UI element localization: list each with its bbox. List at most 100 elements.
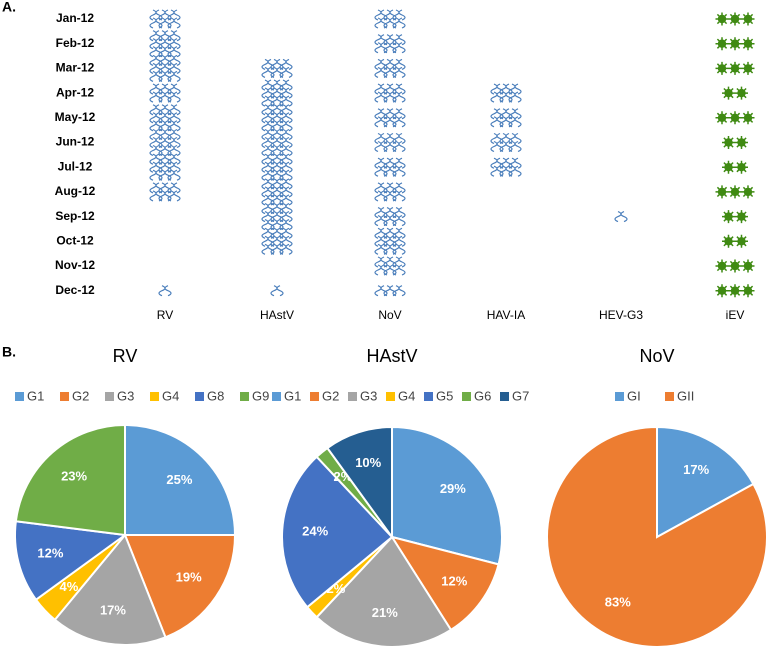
helix-icon — [374, 132, 388, 145]
series-label: iEV — [726, 308, 745, 322]
month-label: Mar-12 — [56, 61, 95, 75]
virus-icon-spikes — [728, 37, 742, 51]
legend-swatch — [462, 392, 471, 401]
virus-icon-spikes — [728, 185, 742, 199]
helix-icon — [392, 285, 406, 297]
series-label: HAstV — [260, 308, 294, 322]
helix-icon — [261, 243, 275, 255]
helix-icon — [279, 186, 293, 198]
helix-icon — [167, 62, 181, 74]
helix-icon — [383, 165, 397, 177]
virus-icon-spikes — [735, 86, 748, 100]
value-label: 24% — [302, 524, 328, 539]
helix-icon — [270, 211, 284, 223]
icon-group — [261, 153, 293, 181]
pie-slice — [14, 520, 128, 602]
helix-icon — [279, 203, 293, 215]
icon-group — [149, 30, 181, 58]
helix-icon — [490, 140, 504, 153]
virus-icon-spikes — [722, 160, 735, 174]
icon-group — [715, 61, 755, 75]
icon-group — [374, 83, 406, 103]
helix-icon — [383, 207, 397, 219]
helix-icon — [149, 91, 163, 103]
virus-icon-spikes — [728, 61, 742, 75]
helix-icon — [279, 153, 293, 165]
helix-icon — [374, 116, 388, 128]
virus-icon-spikes — [735, 210, 748, 224]
legend-swatch — [424, 392, 433, 401]
helix-icon — [261, 120, 275, 132]
helix-icon — [279, 87, 293, 99]
helix-icon — [270, 219, 284, 231]
helix-icon — [261, 104, 275, 116]
helix-icon — [383, 256, 397, 268]
helix-icon — [374, 42, 388, 54]
helix-icon — [270, 58, 284, 70]
icon-group — [261, 104, 293, 132]
helix-icon — [167, 153, 181, 165]
helix-icon — [270, 66, 284, 78]
legend-label: G1 — [284, 388, 301, 403]
virus-icon — [730, 286, 740, 295]
helix-icon — [158, 161, 172, 173]
helix-icon — [374, 256, 388, 268]
legend-swatch — [615, 392, 624, 401]
icon-group — [374, 256, 406, 276]
virus-icon-spikes — [735, 136, 748, 149]
value-label: 23% — [61, 469, 87, 484]
icon-group — [374, 58, 406, 78]
helix-icon — [392, 182, 406, 194]
helix-icon — [270, 128, 284, 141]
pie-slice — [656, 425, 755, 539]
helix-icon — [392, 264, 406, 276]
pie-slice — [546, 425, 768, 648]
helix-icon — [499, 83, 513, 95]
virus-icon — [730, 39, 740, 48]
helix-icon — [158, 182, 172, 194]
icon-group — [261, 128, 293, 157]
helix-icon — [383, 108, 397, 120]
pie-slice — [124, 423, 237, 536]
month-label: Apr-12 — [56, 85, 94, 99]
helix-icon — [158, 120, 172, 132]
helix-icon — [392, 42, 406, 54]
helix-icon — [158, 285, 172, 297]
helix-icon — [167, 112, 181, 124]
helix-icon — [261, 194, 275, 206]
helix-icon — [392, 91, 406, 103]
helix-icon — [158, 153, 172, 165]
helix-icon — [374, 182, 388, 194]
helix-icon — [270, 153, 284, 165]
icon-group — [261, 203, 293, 231]
virus-icon — [717, 39, 727, 48]
helix-icon — [270, 136, 284, 149]
virus-icon-spikes — [741, 259, 755, 273]
virus-icon-spikes — [741, 61, 755, 75]
helix-icon — [158, 30, 172, 42]
helix-icon — [279, 128, 293, 141]
month-label: Sep-12 — [55, 209, 95, 223]
virus-icon-spikes — [741, 111, 755, 125]
helix-icon — [261, 79, 275, 91]
helix-icon — [279, 79, 293, 91]
legend-swatch — [500, 392, 509, 401]
pie-slice — [281, 455, 394, 609]
helix-icon — [392, 58, 406, 70]
month-label: Jan-12 — [56, 11, 94, 25]
helix-icon — [270, 243, 284, 255]
helix-icon — [508, 83, 522, 95]
helix-icon — [499, 132, 513, 145]
value-label: 29% — [440, 481, 466, 496]
virus-icon-spikes — [715, 12, 729, 26]
helix-icon — [279, 112, 293, 124]
helix-icon — [149, 169, 163, 181]
icon-group — [715, 37, 755, 51]
legend-swatch — [15, 392, 24, 401]
value-label: 17% — [683, 462, 709, 477]
helix-icon — [158, 128, 172, 141]
helix-icon — [279, 219, 293, 231]
icon-group — [149, 83, 181, 103]
helix-icon — [499, 165, 513, 177]
helix-icon — [158, 91, 172, 103]
